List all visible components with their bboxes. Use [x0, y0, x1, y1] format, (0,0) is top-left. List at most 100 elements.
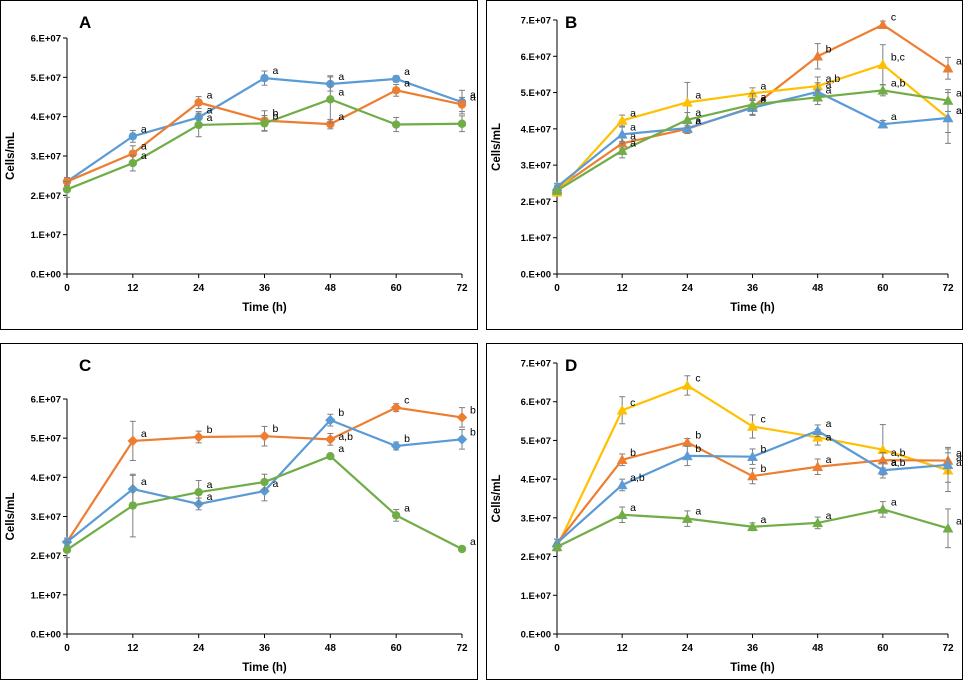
- y-tick-label: 3.E+07: [31, 152, 61, 163]
- y-tick-label: 4.E+07: [31, 473, 61, 484]
- data-point: [390, 402, 402, 413]
- data-point: [877, 84, 889, 95]
- data-point: [457, 100, 467, 109]
- data-point: [877, 19, 889, 29]
- significance-label: a: [273, 65, 279, 77]
- x-tick-label: 36: [259, 643, 271, 654]
- x-tick-label: 60: [391, 643, 403, 654]
- significance-label: a: [207, 90, 213, 102]
- y-tick-label: 2.E+07: [31, 191, 61, 202]
- data-point: [812, 425, 824, 435]
- data-point: [128, 149, 138, 158]
- significance-label: a: [826, 454, 832, 466]
- data-point: [390, 440, 402, 452]
- panel-C: 0.E+00 1.E+07 2.E+07 3.E+07 4.E+07 5.E+07 6.E+…: [0, 343, 478, 680]
- data-point: [616, 509, 628, 520]
- significance-label: a: [695, 506, 701, 518]
- panel-A: 0.E+00 1.E+07 2.E+07 3.E+07 4.E+07 5.E+07 6.E+…: [0, 0, 478, 330]
- y-tick-label: 3.E+07: [31, 512, 61, 523]
- significance-label: a,b: [826, 73, 841, 85]
- y-tick-label: 3.E+07: [521, 161, 551, 172]
- data-point: [324, 414, 336, 426]
- y-tick-label: 2.E+07: [521, 197, 551, 208]
- significance-label: b: [273, 108, 279, 120]
- data-point: [747, 99, 758, 109]
- data-point: [391, 86, 401, 95]
- significance-label: a: [891, 457, 897, 469]
- panel-label: B: [565, 13, 577, 32]
- x-axis-title: Time (h): [730, 662, 775, 674]
- y-axis-title: Cells/mL: [491, 123, 503, 171]
- y-tick-label: 0.E+00: [31, 630, 61, 641]
- significance-label: a: [695, 115, 701, 127]
- significance-label: a: [630, 108, 636, 120]
- significance-label: c: [761, 413, 766, 425]
- x-axis-title: Time (h): [730, 302, 775, 314]
- y-tick-label: 4.E+07: [521, 124, 551, 135]
- y-tick-label: 6.E+07: [521, 397, 551, 408]
- data-point: [681, 379, 693, 390]
- significance-label: b: [207, 424, 213, 436]
- significance-label: a: [956, 88, 962, 100]
- data-point: [128, 158, 138, 168]
- significance-label: a: [338, 71, 344, 83]
- data-point: [942, 522, 954, 533]
- data-point: [616, 404, 628, 415]
- data-point: [616, 128, 628, 139]
- data-point: [551, 185, 563, 195]
- data-point: [812, 461, 824, 472]
- data-point: [942, 112, 954, 123]
- x-tick-label: 72: [942, 643, 954, 654]
- significance-label: a: [207, 491, 213, 503]
- data-point: [747, 470, 758, 481]
- data-point: [456, 412, 468, 423]
- significance-label: a: [956, 452, 962, 464]
- y-tick-label: 1.E+07: [31, 230, 61, 241]
- y-tick-label: 6.E+07: [31, 34, 61, 45]
- x-tick-label: 0: [64, 643, 70, 654]
- y-tick-label: 3.E+07: [521, 513, 551, 524]
- significance-label: c: [891, 12, 896, 24]
- data-point: [391, 120, 401, 129]
- data-point: [62, 185, 72, 194]
- significance-label: a,b: [891, 447, 906, 459]
- y-axis-title: Cells/mL: [491, 475, 503, 523]
- panel-D: 0.E+00 1.E+07 2.E+07 3.E+07 4.E+07 5.E+07 6.E+…: [486, 343, 963, 680]
- data-point: [391, 511, 401, 520]
- x-axis-title: Time (h): [242, 662, 287, 674]
- x-tick-label: 0: [554, 283, 560, 294]
- y-tick-label: 0.E+00: [31, 270, 61, 281]
- data-point: [812, 517, 824, 528]
- data-point: [260, 119, 269, 128]
- significance-label: a: [891, 111, 897, 123]
- significance-label: a: [956, 457, 962, 469]
- significance-label: a: [826, 79, 832, 91]
- significance-label: a: [761, 514, 767, 526]
- significance-label: a: [761, 80, 767, 92]
- significance-label: a: [695, 116, 701, 128]
- panel-label: C: [79, 356, 91, 375]
- y-tick-label: 7.E+07: [521, 359, 551, 370]
- significance-label: a: [141, 428, 147, 440]
- significance-label: a: [630, 138, 636, 150]
- significance-label: a,b: [891, 457, 906, 469]
- x-tick-label: 48: [325, 643, 337, 654]
- data-point: [747, 451, 758, 461]
- data-point: [877, 464, 889, 475]
- significance-label: a: [338, 111, 344, 123]
- significance-label: a: [404, 502, 410, 514]
- panel-label: D: [565, 356, 577, 375]
- significance-label: b: [273, 423, 279, 435]
- data-point: [457, 119, 467, 128]
- significance-label: a: [956, 105, 962, 117]
- significance-label: a: [404, 77, 410, 89]
- series-green: a a b a: [62, 75, 467, 198]
- significance-label: a: [956, 515, 962, 527]
- data-point: [128, 132, 138, 141]
- x-tick-label: 12: [127, 643, 139, 654]
- data-point: [457, 544, 467, 554]
- panel-border: [0, 343, 478, 680]
- significance-label: a: [630, 121, 636, 133]
- x-axis-title: Time (h): [242, 302, 287, 314]
